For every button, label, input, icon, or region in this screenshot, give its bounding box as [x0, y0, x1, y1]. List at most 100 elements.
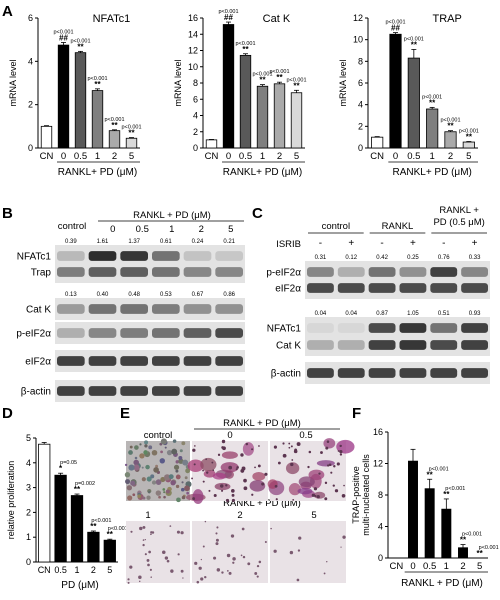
- cell-dot: [257, 464, 261, 468]
- cell-dot: [316, 495, 320, 499]
- cell-dot: [340, 546, 342, 548]
- cell-dot: [166, 450, 173, 456]
- band-quant: 0.42: [376, 255, 388, 261]
- cell-dot: [217, 453, 221, 456]
- cell-dot: [270, 527, 272, 530]
- blot-band: [183, 386, 212, 396]
- band-quant: 0.87: [376, 311, 388, 317]
- blot-band: [183, 251, 212, 261]
- cell-dot: [176, 530, 180, 534]
- significance-mark: **: [447, 122, 454, 131]
- p-value-label: p<0.001: [385, 20, 405, 26]
- cell-dot: [243, 486, 248, 491]
- band-quant: 0.13: [65, 292, 77, 298]
- p-value-label: p<0.001: [235, 41, 255, 47]
- p-value-label: p<0.001: [53, 29, 73, 35]
- micrograph-lane-label: 0.5: [299, 430, 312, 441]
- blot-band: [337, 340, 365, 350]
- cell-dot: [184, 485, 190, 492]
- cell-dot: [273, 549, 277, 553]
- bar: [424, 488, 435, 559]
- bar: [239, 54, 252, 149]
- cell-dot: [241, 466, 246, 471]
- p-value-label: p<0.001: [445, 486, 465, 492]
- lane-label: 5: [228, 224, 233, 235]
- significance-mark: ##: [391, 24, 400, 33]
- y-tick-label: 0: [378, 553, 383, 563]
- bar: [389, 33, 402, 149]
- cell-dot: [225, 484, 228, 487]
- cell-dot: [160, 476, 166, 483]
- micrograph-background: [126, 521, 190, 583]
- blot-band: [120, 386, 148, 396]
- cell-dot: [125, 479, 131, 485]
- blot-strip: [305, 334, 490, 356]
- y-axis-label: mRNA level: [338, 59, 348, 106]
- blot-row-label: β-actin: [271, 369, 301, 380]
- blot-band: [88, 356, 117, 366]
- cell-dot: [170, 480, 176, 486]
- blot-band: [399, 323, 427, 333]
- category-label: 0: [226, 151, 231, 162]
- cell-dot: [337, 450, 340, 452]
- cell-dot: [176, 497, 181, 503]
- cell-dot: [200, 558, 202, 561]
- blot-band: [307, 267, 334, 277]
- cell-dot: [325, 446, 329, 450]
- cell-dot: [242, 555, 246, 559]
- blot-band: [368, 283, 396, 293]
- significance-mark: **: [276, 73, 283, 82]
- blot-row-label: NFATc1: [17, 252, 52, 263]
- cell-dot: [151, 531, 155, 534]
- significance-mark: **: [259, 76, 266, 85]
- cell-dot: [137, 494, 142, 499]
- micrograph-image: [270, 521, 346, 583]
- cell-dot: [142, 543, 145, 547]
- cell-dot: [212, 469, 215, 472]
- bar: [458, 547, 468, 559]
- cell-dot: [141, 477, 146, 482]
- significance-mark: **: [293, 81, 300, 90]
- cell-dot: [147, 563, 150, 567]
- cell-dot: [170, 569, 174, 573]
- micrograph-image: [124, 438, 192, 503]
- band-quant: 0.67: [192, 292, 204, 298]
- y-axis-label: TRAP-positivemulti-nucleated cells: [351, 454, 371, 536]
- cell-dot: [151, 449, 158, 456]
- cell-dot: [258, 560, 262, 564]
- cell-dot: [333, 464, 336, 468]
- cell-dot: [175, 484, 180, 489]
- band-quant: 1.37: [128, 239, 140, 245]
- cell-dot: [256, 575, 259, 578]
- osteoclast-blob: [288, 483, 301, 496]
- cell-dot: [127, 581, 130, 584]
- cell-dot: [146, 495, 151, 500]
- significance-mark: **: [411, 40, 418, 49]
- isrib-label: ISRIB: [276, 239, 301, 250]
- blot-band: [430, 267, 458, 277]
- y-tick-label: 0: [193, 143, 198, 153]
- osteoclast-blob: [298, 476, 315, 488]
- blot-band: [461, 267, 488, 277]
- cell-dot: [228, 571, 232, 575]
- cell-dot: [127, 495, 133, 501]
- cell-dot: [235, 468, 238, 471]
- cell-dot: [226, 553, 231, 558]
- blot-band: [57, 304, 85, 314]
- cell-dot: [177, 553, 180, 556]
- cell-dot: [139, 580, 141, 583]
- cell-dot: [221, 571, 224, 574]
- category-label: 5: [466, 151, 471, 162]
- western-blot-b: control RANKL + PD (μM) 0 0.5 1 2 5 0.39 1.61 1.3…: [16, 210, 245, 402]
- blot-band: [399, 340, 427, 350]
- cell-dot: [254, 466, 256, 469]
- micrograph-header-top: RANKL + PD (μM): [223, 418, 301, 429]
- p-value-label: p<0.001: [104, 117, 124, 123]
- micrograph-lane-label: 2: [237, 510, 242, 521]
- y-tick-label: 16: [188, 13, 198, 23]
- cell-dot: [240, 453, 244, 457]
- cell-dot: [182, 577, 184, 579]
- significance-mark: **: [460, 536, 467, 545]
- blot-band: [461, 323, 488, 333]
